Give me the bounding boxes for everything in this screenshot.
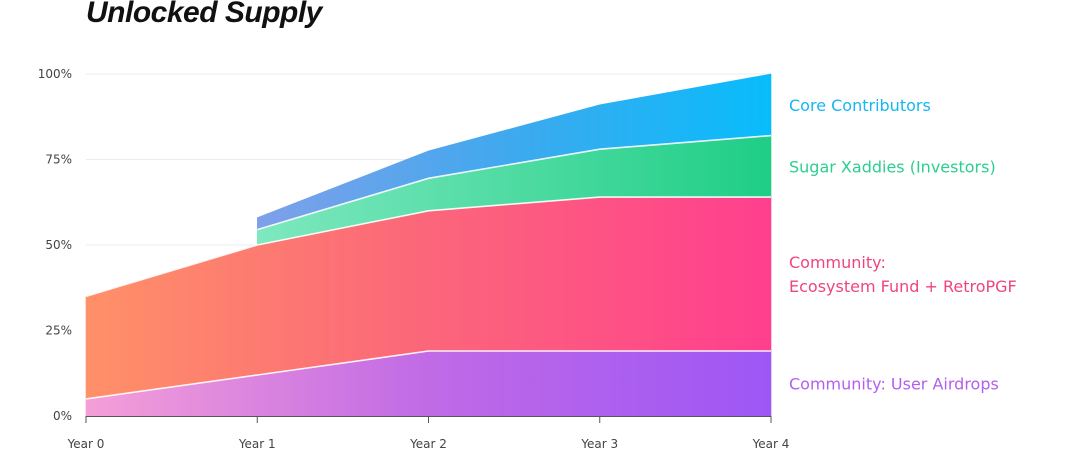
series-boundary-line	[257, 134, 772, 231]
x-tick-label: Year 3	[580, 437, 618, 451]
x-tick-label: Year 2	[409, 437, 447, 451]
legend-label: Community: User Airdrops	[789, 375, 999, 394]
series-boundary-line	[85, 350, 771, 400]
legend-label: Sugar Xaddies (Investors)	[789, 157, 996, 176]
chart-title: Unlocked Supply	[86, 0, 322, 29]
y-tick-label: 100%	[38, 67, 72, 81]
y-tick-label: 75%	[45, 153, 72, 167]
x-tick-label: Year 4	[752, 437, 790, 451]
y-tick-label: 25%	[45, 324, 72, 338]
x-tick-label: Year 0	[67, 437, 105, 451]
legend-label: Community: Ecosystem Fund + RetroPGF	[789, 253, 1017, 296]
y-tick-label: 50%	[45, 238, 72, 252]
legend-label: Core Contributors	[789, 96, 931, 115]
series-boundary-line	[85, 196, 771, 298]
x-tick-label: Year 1	[238, 437, 276, 451]
y-tick-label: 0%	[53, 409, 72, 423]
